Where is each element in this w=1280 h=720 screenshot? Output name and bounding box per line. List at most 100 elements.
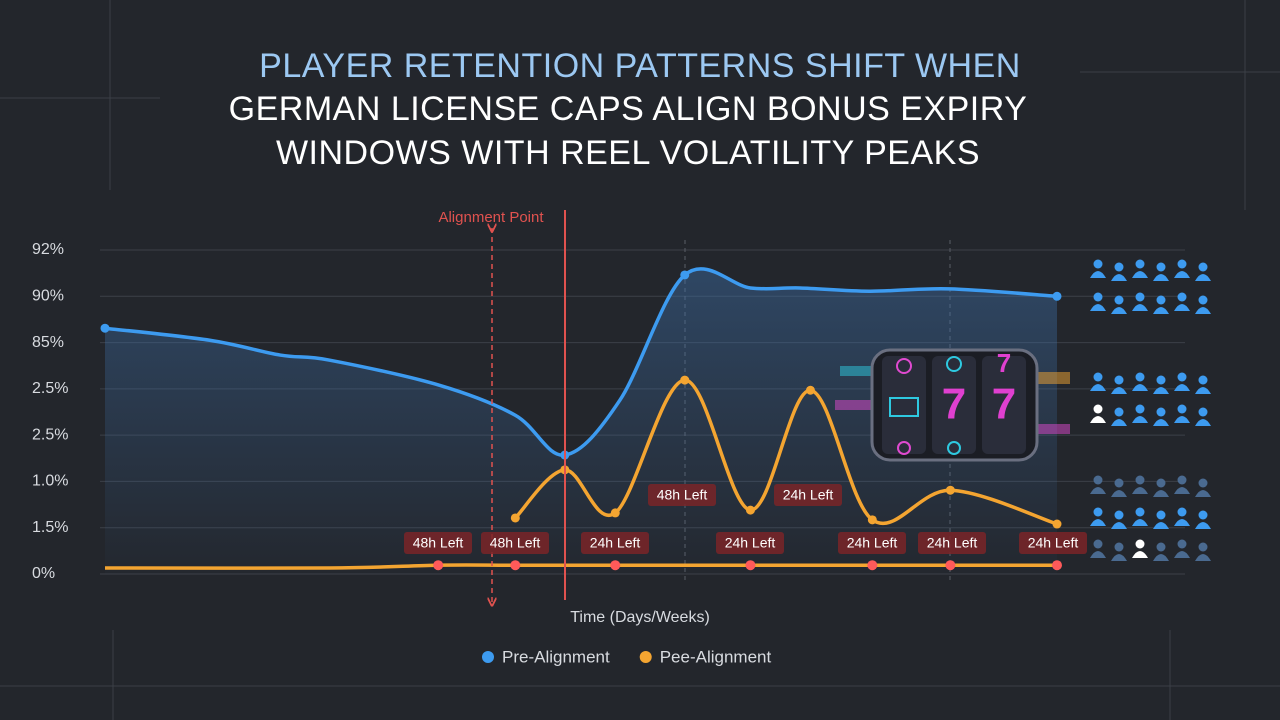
person-head: [1093, 507, 1103, 517]
person-body: [1174, 304, 1190, 311]
annotation: 24h Left: [590, 535, 641, 551]
legend-label: Pre-Alignment: [502, 647, 610, 666]
person-head: [1093, 259, 1103, 269]
person-body: [1111, 522, 1127, 529]
annotation: 48h Left: [657, 487, 708, 503]
annotation: 48h Left: [413, 535, 464, 551]
person-body: [1090, 304, 1106, 311]
annotation: 24h Left: [725, 535, 776, 551]
svg-text:7: 7: [942, 380, 966, 429]
person-body: [1111, 307, 1127, 314]
point: [510, 513, 520, 523]
point: [1052, 519, 1062, 529]
point: [610, 560, 621, 571]
annotation: 24h Left: [927, 535, 978, 551]
person-body: [1111, 274, 1127, 281]
point: [680, 270, 690, 280]
person-body: [1090, 519, 1106, 526]
person-body: [1111, 419, 1127, 426]
person-body: [1174, 271, 1190, 278]
annotation-box: [774, 484, 842, 506]
person-head: [1114, 510, 1124, 520]
person-body: [1132, 416, 1148, 423]
annotation-box: [1019, 532, 1087, 554]
y-tick-label: 92%: [32, 241, 64, 258]
person-head: [1114, 295, 1124, 305]
person-head: [1156, 542, 1166, 552]
slot-machine: 7 7 7: [835, 348, 1070, 462]
person-head: [1177, 372, 1187, 382]
x-axis-label: Time (Days/Weeks): [570, 609, 710, 626]
annotation: 48h Left: [490, 535, 541, 551]
person-body: [1174, 551, 1190, 558]
person-head: [1198, 510, 1208, 520]
line: [104, 267, 1058, 457]
annotation-box: [581, 532, 649, 554]
person-body: [1132, 487, 1148, 494]
person-head: [1156, 478, 1166, 488]
person-head: [1135, 507, 1145, 517]
person-body: [1195, 274, 1211, 281]
person-head: [1198, 262, 1208, 272]
person-head: [1093, 404, 1103, 414]
person-head: [1198, 407, 1208, 417]
person-body: [1153, 387, 1169, 394]
title-line: PLAYER RETENTION PATTERNS SHIFT WHEN: [259, 47, 1021, 85]
person-body: [1090, 384, 1106, 391]
person-body: [1153, 490, 1169, 497]
point: [1052, 291, 1062, 301]
person-body: [1090, 487, 1106, 494]
y-tick-label: 1.5%: [32, 519, 68, 536]
person-body: [1090, 551, 1106, 558]
legend-label: Pee-Alignment: [660, 647, 772, 666]
person-body: [1153, 307, 1169, 314]
point: [867, 560, 878, 571]
title-line: WINDOWS WITH REEL VOLATILITY PEAKS: [276, 134, 980, 172]
annotation: 24h Left: [783, 487, 834, 503]
point: [867, 515, 877, 525]
person-head: [1114, 262, 1124, 272]
person-body: [1195, 387, 1211, 394]
person-body: [1174, 384, 1190, 391]
person-head: [1135, 404, 1145, 414]
point: [433, 560, 444, 571]
person-body: [1111, 490, 1127, 497]
person-head: [1135, 539, 1145, 549]
person-head: [1135, 259, 1145, 269]
person-head: [1177, 539, 1187, 549]
point: [945, 560, 956, 571]
person-body: [1174, 519, 1190, 526]
person-body: [1174, 416, 1190, 423]
person-body: [1153, 554, 1169, 561]
annotation: Alignment Point: [438, 209, 544, 226]
point: [100, 323, 110, 333]
point: [745, 505, 755, 515]
person-head: [1114, 375, 1124, 385]
point: [510, 560, 521, 571]
point: [680, 375, 690, 385]
person-head: [1114, 407, 1124, 417]
annotation-box: [481, 532, 549, 554]
person-head: [1156, 407, 1166, 417]
legend-swatch: [482, 651, 494, 663]
person-body: [1195, 419, 1211, 426]
y-tick-label: 2.5%: [32, 380, 68, 397]
person-head: [1093, 292, 1103, 302]
person-head: [1135, 372, 1145, 382]
point: [745, 560, 756, 571]
person-head: [1198, 375, 1208, 385]
person-head: [1093, 475, 1103, 485]
annotation: 24h Left: [847, 535, 898, 551]
person-body: [1153, 522, 1169, 529]
person-head: [1135, 292, 1145, 302]
person-head: [1177, 507, 1187, 517]
person-body: [1153, 419, 1169, 426]
y-tick-label: 1.0%: [32, 473, 68, 490]
legend-swatch: [639, 651, 652, 663]
person-head: [1156, 375, 1166, 385]
point: [805, 385, 815, 395]
person-head: [1114, 478, 1124, 488]
point: [945, 485, 955, 495]
person-body: [1174, 487, 1190, 494]
y-tick-label: 85%: [32, 334, 64, 351]
